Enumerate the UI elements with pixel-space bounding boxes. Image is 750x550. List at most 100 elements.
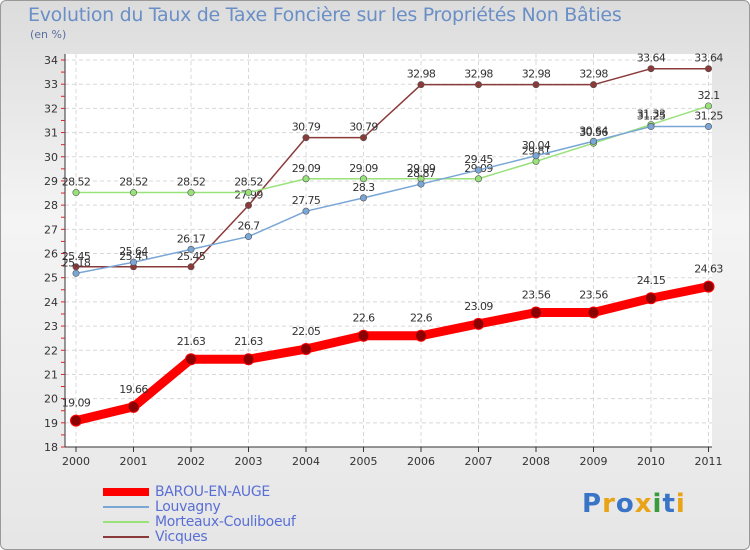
- data-point: [359, 134, 367, 142]
- y-tick-label: 18: [44, 441, 58, 454]
- data-label: 29.09: [349, 162, 378, 175]
- data-label: 27.75: [292, 194, 321, 207]
- unit-label: (en %): [30, 28, 67, 41]
- logo-letter: P: [582, 489, 603, 519]
- data-point: [302, 207, 310, 215]
- data-point: [127, 400, 140, 413]
- data-point: [415, 329, 427, 342]
- x-tick-label: 2000: [62, 455, 90, 468]
- logo-letter: x: [634, 489, 653, 519]
- legend-label-louvagny: Louvagny: [155, 499, 221, 515]
- data-label: 32.98: [579, 68, 608, 81]
- data-point: [474, 166, 482, 174]
- data-point: [472, 317, 485, 330]
- legend-label-vicques: Vicques: [155, 529, 208, 545]
- data-label: 19.66: [119, 383, 148, 396]
- data-point: [647, 123, 655, 131]
- data-point: [647, 65, 655, 73]
- data-point: [704, 123, 712, 131]
- data-point: [187, 263, 195, 271]
- data-point: [130, 258, 138, 266]
- data-point: [474, 81, 482, 89]
- y-tick-label: 30: [44, 151, 58, 164]
- data-label: 32.98: [464, 68, 493, 81]
- x-tick-label: 2002: [177, 455, 205, 468]
- data-point: [589, 81, 597, 89]
- legend-label-barou: BAROU-EN-AUGE: [155, 484, 270, 500]
- data-label: 30.79: [349, 121, 378, 134]
- data-point: [187, 245, 195, 253]
- data-point: [187, 189, 195, 197]
- chart-title: Evolution du Taux de Taxe Foncière sur l…: [28, 4, 622, 26]
- data-point: [245, 233, 253, 241]
- series-line-1: [75, 125, 709, 275]
- data-label: 25.45: [119, 250, 148, 263]
- legend-swatch-louvagny: [103, 506, 149, 508]
- series-line-0: [74, 282, 710, 426]
- data-label: 28.52: [234, 176, 263, 189]
- x-tick-label: 2011: [695, 455, 723, 468]
- data-point: [72, 189, 80, 197]
- y-tick-label: 20: [44, 393, 58, 406]
- logo-letter: o: [615, 489, 635, 519]
- data-point: [300, 343, 312, 356]
- data-point: [130, 189, 138, 197]
- data-point: [474, 175, 482, 183]
- data-point: [245, 189, 253, 197]
- proxiti-logo: Proxiti: [582, 489, 686, 519]
- series-line-2: [76, 105, 709, 194]
- data-point: [302, 134, 310, 142]
- data-label: 29.45: [464, 153, 493, 166]
- logo-letter: i: [675, 489, 686, 519]
- data-point: [417, 81, 425, 89]
- data-label: 28.3: [352, 181, 375, 194]
- data-point: [302, 175, 310, 183]
- y-tick-label: 31: [44, 127, 58, 140]
- legend-swatch-barou: [103, 488, 149, 496]
- data-label: 23.56: [579, 289, 608, 302]
- data-label: 28.52: [62, 176, 91, 189]
- data-label: 25.45: [62, 250, 91, 263]
- data-label: 28.87: [407, 167, 436, 180]
- data-point: [359, 175, 367, 183]
- data-point: [704, 102, 712, 110]
- data-point: [417, 180, 425, 188]
- legend-label-morteaux: Morteaux-Couliboeuf: [155, 514, 296, 530]
- data-label: 33.64: [637, 52, 666, 65]
- data-label: 31.33: [637, 108, 666, 121]
- data-point: [185, 353, 197, 366]
- data-label: 30.56: [579, 126, 608, 139]
- data-label: 26.17: [177, 232, 206, 245]
- x-tick-label: 2001: [120, 455, 148, 468]
- data-point: [532, 152, 540, 160]
- data-label: 21.63: [177, 335, 206, 348]
- y-tick-label: 24: [44, 296, 58, 309]
- data-point: [357, 329, 370, 342]
- data-label: 23.09: [464, 300, 493, 313]
- data-label: 29.09: [292, 162, 321, 175]
- data-label: 22.6: [352, 312, 375, 325]
- data-point: [587, 306, 600, 319]
- data-label: 30.04: [522, 139, 551, 152]
- data-label: 31.25: [637, 110, 666, 123]
- data-label: 28.52: [177, 176, 206, 189]
- logo-letter: r: [602, 489, 616, 519]
- data-label: 24.15: [637, 274, 666, 287]
- y-tick-label: 21: [44, 368, 58, 381]
- y-tick-label: 23: [44, 320, 58, 333]
- data-label: 30.64: [579, 124, 608, 137]
- data-label: 33.64: [694, 52, 723, 65]
- y-tick-label: 19: [44, 417, 58, 430]
- data-label: 32.98: [522, 68, 551, 81]
- data-point: [70, 414, 82, 427]
- data-point: [245, 201, 253, 209]
- data-point: [532, 81, 540, 89]
- y-tick-label: 33: [44, 78, 58, 91]
- x-tick-label: 2003: [235, 455, 263, 468]
- data-point: [589, 137, 597, 145]
- y-tick-label: 29: [44, 175, 58, 188]
- data-label: 30.79: [292, 121, 321, 134]
- legend-swatch-vicques: [103, 536, 149, 538]
- data-point: [704, 65, 712, 73]
